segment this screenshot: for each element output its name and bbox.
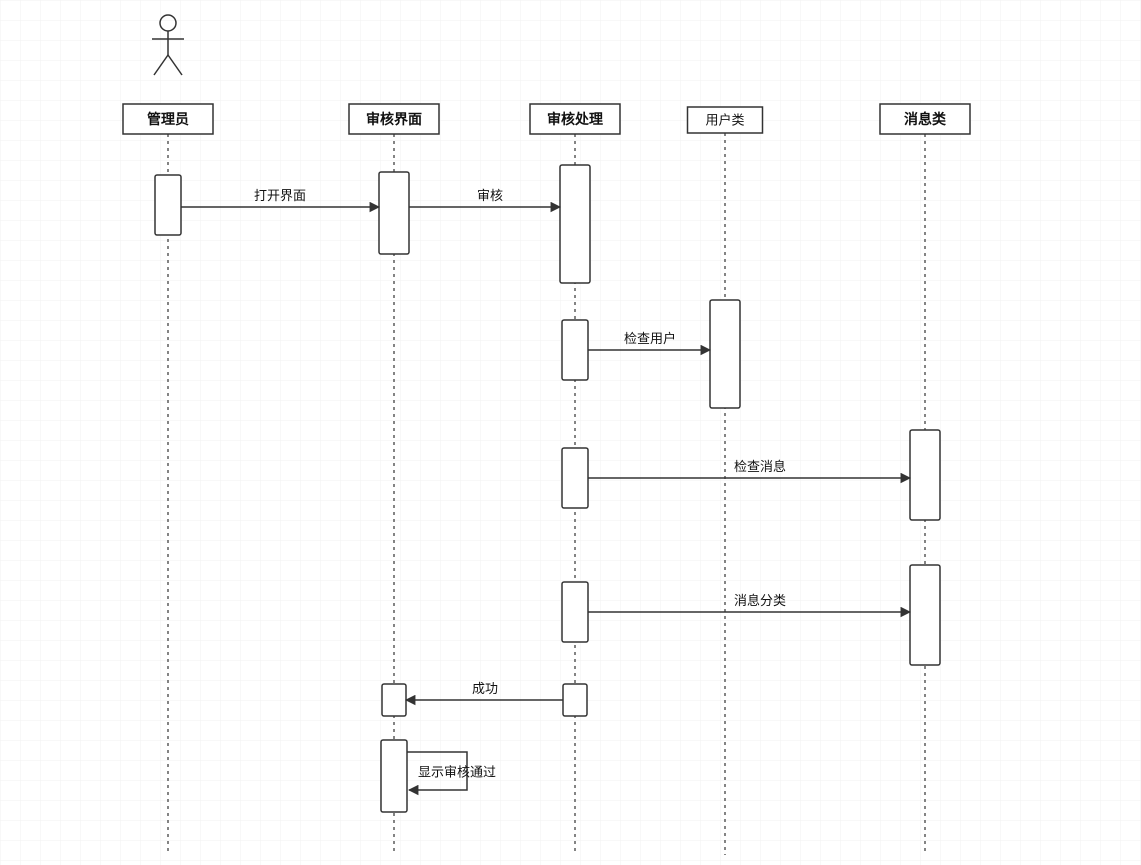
message-label-1: 审核 bbox=[477, 188, 503, 203]
activation-proc-7 bbox=[562, 582, 588, 642]
message-label-3: 检查消息 bbox=[734, 459, 786, 474]
activation-ui-11 bbox=[381, 740, 407, 812]
message-label-2: 检查用户 bbox=[624, 331, 676, 346]
activation-proc-5 bbox=[562, 448, 588, 508]
activation-msg-6 bbox=[910, 430, 940, 520]
self-message-label: 显示审核通过 bbox=[418, 764, 496, 779]
sequence-diagram: 管理员 审核界面 审核处理 用户类 消息类打开界面 审核检查用户检查消息消息分类成功显示审… bbox=[0, 0, 1141, 865]
activation-proc-2 bbox=[560, 165, 590, 283]
lifeline-label-proc: 审核处理 bbox=[547, 111, 603, 127]
lifeline-label-admin: 管理员 bbox=[147, 111, 189, 127]
activation-msg-8 bbox=[910, 565, 940, 665]
activation-proc-9 bbox=[563, 684, 587, 716]
lifeline-label-msg: 消息类 bbox=[904, 111, 947, 127]
lifeline-label-ui: 审核界面 bbox=[366, 111, 422, 127]
message-label-5: 成功 bbox=[472, 681, 498, 696]
activation-ui-1 bbox=[379, 172, 409, 254]
activation-user-4 bbox=[710, 300, 740, 408]
activation-ui-10 bbox=[382, 684, 406, 716]
message-label-4: 消息分类 bbox=[734, 593, 786, 608]
lifeline-label-user: 用户类 bbox=[705, 113, 744, 128]
message-label-0: 打开界面 bbox=[254, 188, 306, 203]
activation-proc-3 bbox=[562, 320, 588, 380]
activation-admin-0 bbox=[155, 175, 181, 235]
